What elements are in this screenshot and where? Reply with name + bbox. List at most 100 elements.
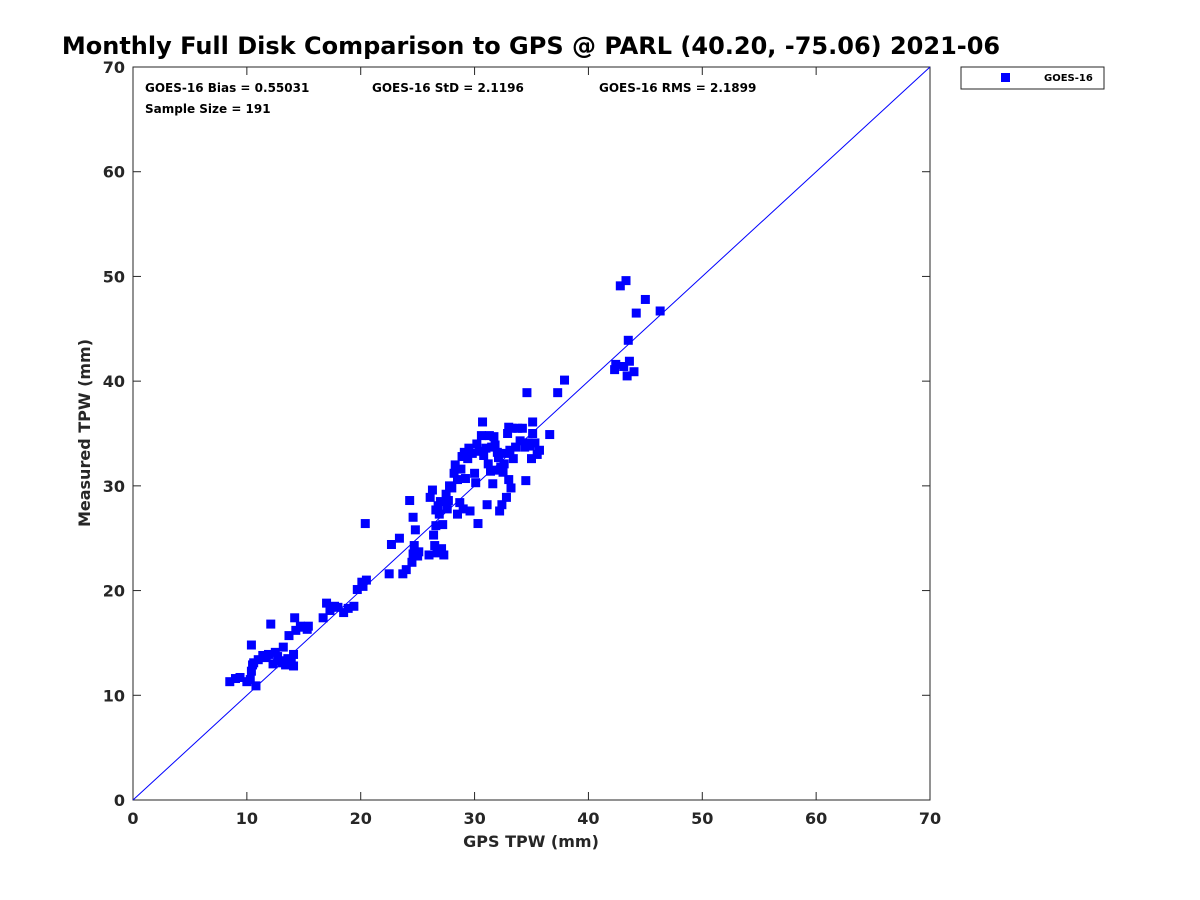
data-point — [500, 448, 510, 458]
data-point — [343, 603, 353, 613]
data-point — [268, 659, 278, 669]
data-point — [278, 642, 288, 652]
data-point — [623, 335, 633, 345]
data-point — [408, 512, 418, 522]
data-point — [560, 375, 570, 385]
data-point — [455, 498, 465, 508]
data-point — [410, 525, 420, 535]
x-tick-label: 0 — [127, 809, 138, 828]
y-tick-label: 40 — [103, 372, 125, 391]
data-point — [434, 509, 444, 519]
data-point — [481, 443, 491, 453]
data-point — [506, 483, 516, 493]
data-point — [358, 581, 368, 591]
data-point — [492, 447, 502, 457]
legend: GOES-16 — [960, 66, 1105, 90]
data-point — [483, 459, 493, 469]
data-point — [246, 666, 256, 676]
data-point — [498, 467, 508, 477]
data-point — [349, 601, 359, 611]
data-point — [435, 497, 445, 507]
x-tick-label: 40 — [577, 809, 599, 828]
y-tick-label: 60 — [103, 163, 125, 182]
data-point — [458, 504, 468, 514]
data-point — [253, 655, 263, 665]
data-point — [470, 468, 480, 478]
data-point — [414, 547, 424, 557]
data-point — [504, 475, 514, 485]
data-point — [619, 361, 629, 371]
chart-title: Monthly Full Disk Comparison to GPS @ PA… — [62, 32, 1000, 60]
data-point — [499, 459, 509, 469]
data-point — [361, 575, 371, 585]
legend-marker — [1001, 73, 1010, 82]
x-tick-label: 20 — [350, 809, 372, 828]
data-point — [225, 677, 235, 687]
data-point — [449, 468, 459, 478]
data-point — [525, 441, 535, 451]
data-point — [553, 388, 563, 398]
data-point — [631, 308, 641, 318]
data-point — [291, 625, 301, 635]
data-point — [409, 541, 419, 551]
data-point — [472, 439, 482, 449]
data-point — [286, 656, 296, 666]
x-tick-label: 50 — [691, 809, 713, 828]
data-point — [450, 460, 460, 470]
data-point — [289, 649, 299, 659]
data-point — [479, 450, 489, 460]
data-point — [522, 388, 532, 398]
data-point — [491, 465, 501, 475]
y-axis: 0 10 20 30 40 50 60 70 — [103, 58, 930, 810]
data-point — [425, 492, 435, 502]
data-point — [528, 429, 538, 438]
data-point — [517, 423, 527, 433]
data-point — [266, 619, 276, 629]
data-point — [230, 674, 240, 684]
data-point — [322, 598, 332, 608]
data-point — [263, 649, 273, 659]
data-point — [443, 496, 453, 506]
data-point — [507, 423, 517, 433]
data-point — [245, 675, 255, 685]
data-point — [624, 356, 634, 366]
y-tick-label: 30 — [103, 477, 125, 496]
sample-size-stat: Sample Size = 191 — [145, 102, 271, 116]
data-point — [465, 506, 475, 516]
data-point — [249, 658, 259, 668]
data-point — [235, 672, 245, 682]
y-tick-label: 50 — [103, 267, 125, 286]
data-point — [503, 429, 513, 438]
data-point — [460, 474, 470, 484]
data-point — [508, 454, 518, 464]
rms-stat: GOES-16 RMS = 2.1899 — [599, 81, 756, 95]
data-point — [318, 613, 328, 623]
data-point — [527, 454, 536, 464]
data-point — [622, 371, 632, 381]
x-axis-label: GPS TPW (mm) — [463, 832, 599, 851]
data-point — [501, 492, 511, 502]
data-point — [655, 306, 665, 316]
data-point — [439, 550, 449, 560]
data-point — [615, 281, 625, 291]
data-point — [484, 431, 494, 441]
y-tick-label: 20 — [103, 582, 125, 601]
data-point — [339, 608, 349, 618]
data-point — [430, 541, 440, 551]
data-point — [424, 550, 434, 560]
data-point — [325, 605, 335, 615]
data-point — [452, 509, 462, 519]
x-axis: 0 10 20 30 40 50 60 70 — [127, 67, 941, 828]
data-point — [530, 438, 540, 448]
bias-stat: GOES-16 Bias = 0.55031 — [145, 81, 309, 95]
y-tick-label: 70 — [103, 58, 125, 77]
x-tick-label: 30 — [463, 809, 485, 828]
data-point — [640, 294, 650, 304]
data-point — [482, 500, 492, 510]
data-point — [432, 548, 442, 558]
data-point — [464, 443, 474, 453]
x-tick-label: 60 — [805, 809, 827, 828]
data-point — [431, 521, 441, 531]
data-point — [441, 489, 451, 499]
legend-label: GOES-16 — [1044, 73, 1093, 84]
